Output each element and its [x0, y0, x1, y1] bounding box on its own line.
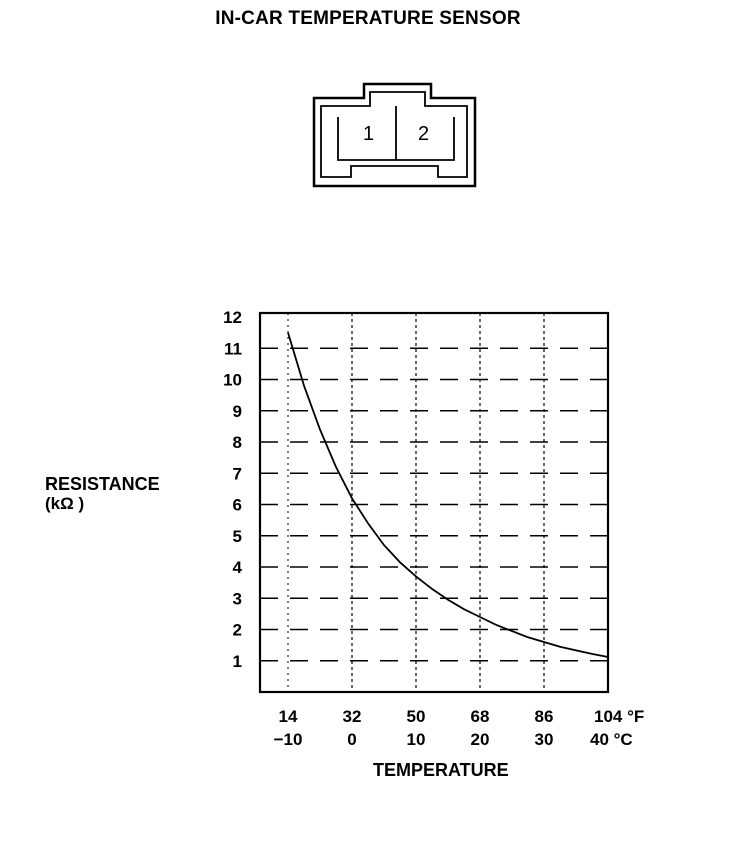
x-tick-label-fahrenheit: 86 — [535, 707, 554, 726]
chart-grid — [260, 313, 608, 692]
plot-frame — [258, 311, 610, 694]
x-axis-label: TEMPERATURE — [373, 760, 509, 780]
y-tick-label: 8 — [233, 433, 242, 452]
y-axis-title: RESISTANCE — [45, 474, 160, 494]
y-tick-label: 10 — [223, 371, 242, 390]
y-tick-label: 11 — [224, 339, 242, 358]
x-tick-label-celsius: 20 — [471, 730, 490, 749]
x-tick-label-fahrenheit: 32 — [343, 707, 362, 726]
x-tick-labels: 14 32 50 68 86 104 °F −10 0 10 20 30 40 °C — [274, 707, 645, 749]
connector-pin-2-label: 2 — [418, 123, 429, 145]
x-tick-label-fahrenheit: 104 °F — [594, 707, 644, 726]
y-tick-label: 12 — [223, 308, 242, 327]
x-tick-label-fahrenheit: 68 — [471, 707, 490, 726]
resistance-curve — [287, 332, 609, 658]
y-axis-unit: (kΩ ) — [45, 494, 85, 513]
x-tick-label-fahrenheit: 14 — [279, 707, 298, 726]
y-tick-label: 4 — [233, 558, 243, 577]
connector-pin-cavity — [337, 117, 455, 161]
y-tick-label: 9 — [233, 402, 242, 421]
x-tick-label-celsius: 0 — [347, 730, 356, 749]
x-tick-label-celsius: 30 — [535, 730, 554, 749]
diagram-title: IN-CAR TEMPERATURE SENSOR — [215, 8, 521, 29]
y-tick-label: 5 — [233, 527, 242, 546]
y-axis-label: RESISTANCE (kΩ ) — [45, 474, 160, 514]
x-tick-label-celsius: 10 — [407, 730, 426, 749]
y-tick-labels: 12 11 10 9 8 7 6 5 4 3 2 1 — [223, 308, 242, 671]
y-tick-label: 6 — [233, 496, 242, 515]
connector-inner-housing — [320, 91, 468, 178]
y-tick-label: 7 — [233, 464, 242, 483]
y-tick-label: 2 — [233, 621, 242, 640]
x-tick-label-celsius: −10 — [274, 730, 303, 749]
x-tick-label-fahrenheit: 50 — [407, 707, 426, 726]
connector-diagram — [312, 82, 477, 188]
y-tick-label: 1 — [233, 652, 242, 671]
y-tick-label: 3 — [233, 589, 242, 608]
x-tick-label-celsius: 40 °C — [590, 730, 633, 749]
connector-outer-shell — [312, 82, 477, 188]
connector-pin-1-label: 1 — [363, 123, 374, 145]
